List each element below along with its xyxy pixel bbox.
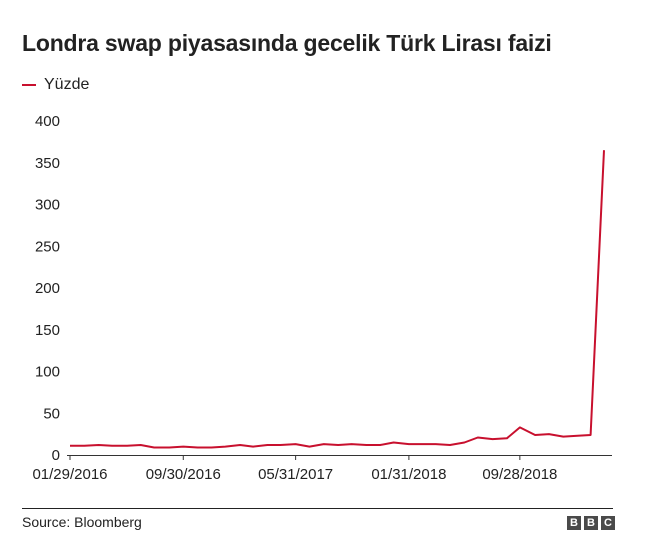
legend-label: Yüzde [44, 76, 90, 93]
chart-title: Londra swap piyasasında gecelik Türk Lir… [22, 30, 552, 56]
legend: Yüzde [22, 76, 89, 94]
series-line-yuzde [70, 150, 605, 449]
bbc-logo-letter: B [584, 516, 598, 530]
bbc-logo: B B C [567, 516, 615, 530]
y-tick-label: 200 [35, 280, 60, 297]
line-chart: 0 50 100 150 200 250 300 350 400 01/29/2016 09/30/… [32, 113, 612, 483]
y-tick-label: 300 [35, 197, 60, 214]
y-tick-label: 350 [35, 155, 60, 172]
y-tick-label: 50 [43, 405, 60, 422]
source-note: Source: Bloomberg [22, 514, 142, 530]
x-tick-label: 01/31/2018 [371, 466, 446, 483]
bbc-logo-letter: B [567, 516, 581, 530]
x-tick-label: 09/28/2018 [482, 466, 557, 483]
y-tick-label: 0 [52, 447, 60, 464]
legend-swatch [22, 84, 36, 86]
y-tick-label: 100 [35, 364, 60, 381]
bbc-logo-letter: C [601, 516, 615, 530]
footer-divider [22, 508, 613, 509]
y-tick-label: 150 [35, 322, 60, 339]
x-tick-label: 09/30/2016 [146, 466, 221, 483]
x-tick-label: 05/31/2017 [258, 466, 333, 483]
y-tick-label: 400 [35, 113, 60, 130]
x-tick-label: 01/29/2016 [32, 466, 107, 483]
y-tick-label: 250 [35, 238, 60, 255]
